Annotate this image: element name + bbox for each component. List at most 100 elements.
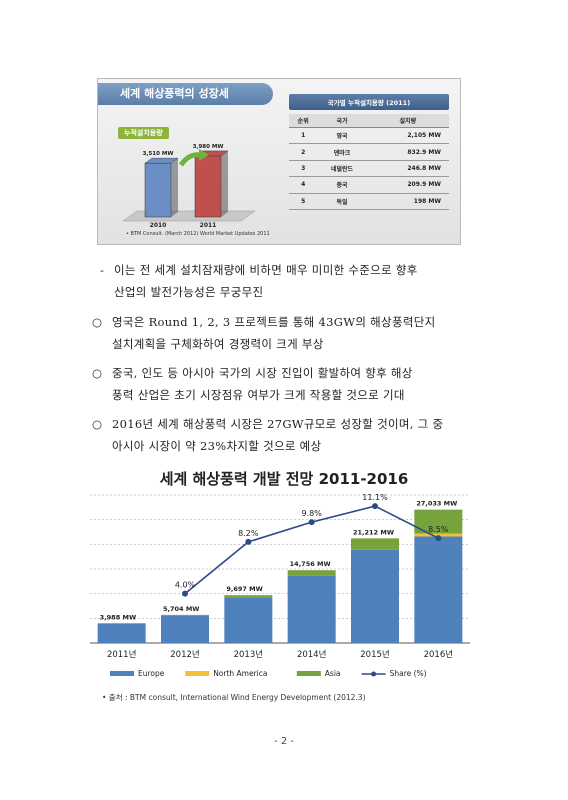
table-header-rank: 순위 — [289, 114, 318, 128]
share-label: 8.2% — [238, 529, 259, 538]
dash-line-1: 이는 전 세계 설치잠재량에 비하면 매우 미미한 수준으로 향후 — [114, 263, 418, 277]
rank-cell: 2 — [289, 143, 318, 161]
share-point — [308, 519, 315, 526]
legend-label: North America — [213, 669, 267, 678]
bar-europe — [287, 575, 336, 643]
paragraph-line: 영국은 Round 1, 2, 3 프로젝트를 통해 43GW의 해상풍력단지 — [112, 315, 436, 329]
capacity-year-label: 2010 — [150, 222, 167, 229]
country-cell: 중국 — [317, 176, 367, 194]
share-point — [372, 503, 378, 510]
country-cell: 독일 — [317, 193, 367, 210]
capacity-bar-side — [171, 158, 178, 217]
cumulative-capacity-label: 누적설치용량 — [118, 127, 169, 139]
share-label: 8.5% — [428, 525, 449, 534]
rank-cell: 5 — [289, 193, 318, 210]
share-label: 11.1% — [362, 493, 388, 502]
bar-europe — [161, 615, 209, 643]
capacity-cell: 209.9 MW — [366, 176, 449, 194]
x-tick-label: 2011년 — [107, 649, 136, 660]
paragraph-line: 설치계획을 구체화하여 경쟁력이 크게 부상 — [112, 337, 324, 351]
capacity-value-label: 3,980 MW — [193, 144, 224, 150]
capacity-bar — [194, 155, 222, 218]
bar-europe — [351, 549, 399, 643]
bullet-paragraph-2016: ○ 2016년 세계 해상풍력 시장은 27GW규모로 성장할 것이며, 그 중… — [92, 413, 495, 457]
rank-cell: 1 — [289, 127, 318, 145]
share-point — [182, 590, 188, 597]
growth-arrow-head-icon — [199, 149, 209, 161]
bar-asia — [414, 509, 463, 534]
country-cell: 덴마크 — [317, 143, 367, 161]
bar-europe — [97, 623, 146, 643]
bullet-paragraph-asia: ○ 중국, 인도 등 아시아 국가의 시장 진입이 활발하여 향후 해상 풍력 … — [92, 362, 495, 406]
source-note: • 출처 : BTM consult, International Wind E… — [102, 693, 366, 702]
paragraph-line: 풍력 산업은 초기 시장점유 여부가 크게 작용할 것으로 기대 — [112, 388, 405, 402]
table-row: 1 영국 2,105 MW — [289, 127, 449, 145]
share-label: 9.8% — [302, 509, 323, 518]
bar-asia — [287, 570, 336, 576]
circle-bullet-icon: ○ — [92, 417, 103, 431]
country-capacity-table: 국가별 누적설치용량 (2011) 순위 국가 설치량 1 영국 2,105 MW … — [289, 94, 449, 210]
bar-asia — [351, 538, 399, 550]
share-point — [245, 538, 252, 545]
dash-marker: - — [100, 263, 105, 277]
circle-bullet-icon: ○ — [92, 315, 103, 329]
table-header-capacity: 설치량 — [366, 114, 449, 128]
bar-asia — [224, 595, 273, 598]
capacity-value-label: 3,510 MW — [143, 151, 174, 157]
capacity-year-label: 2011 — [200, 222, 217, 229]
legend-marker — [371, 671, 377, 677]
chart-floor — [123, 210, 256, 222]
bar-europe — [224, 597, 273, 643]
bullet-paragraph-uk: ○ 영국은 Round 1, 2, 3 프로젝트를 통해 43GW의 해상풍력단… — [92, 311, 495, 355]
x-tick-label: 2016년 — [424, 649, 453, 660]
x-tick-label: 2015년 — [360, 649, 389, 660]
capacity-cell: 2,105 MW — [366, 127, 449, 145]
page-number: - 2 - — [274, 736, 294, 747]
circle-bullet-icon: ○ — [92, 366, 103, 380]
x-tick-label: 2013년 — [234, 649, 263, 660]
bar-total-label: 3,988 MW — [100, 613, 136, 621]
x-tick-label: 2014년 — [297, 649, 326, 660]
rank-cell: 3 — [289, 160, 318, 178]
bar-total-label: 14,756 MW — [290, 560, 331, 568]
table-row: 4 중국 209.9 MW — [289, 176, 449, 194]
paragraph-line: 중국, 인도 등 아시아 국가의 시장 진입이 활발하여 향후 해상 — [112, 366, 413, 380]
bar-north-america — [414, 533, 463, 537]
bar-total-label: 9,697 MW — [226, 585, 262, 593]
dash-paragraph: - 이는 전 세계 설치잠재량에 비하면 매우 미미한 수준으로 향후 산업의 … — [100, 259, 495, 303]
table-row: 5 독일 198 MW — [289, 193, 449, 210]
table-row: 3 네덜란드 246.8 MW — [289, 160, 449, 178]
dash-line-2: 산업의 발전가능성은 무궁무진 — [114, 285, 264, 299]
country-table-title: 국가별 누적설치용량 (2011) — [289, 94, 449, 110]
legend-label: Asia — [325, 669, 341, 678]
chart-title: 세계 해상풍력 개발 전망 2011-2016 — [159, 470, 409, 488]
bar-total-label: 21,212 MW — [353, 528, 394, 536]
legend-swatch — [110, 671, 134, 676]
capacity-cell: 198 MW — [366, 193, 449, 210]
country-cell: 영국 — [317, 127, 367, 145]
x-tick-label: 2012년 — [170, 649, 199, 660]
legend-label: Europe — [138, 669, 165, 678]
legend-label: Share (%) — [390, 669, 427, 678]
table-header-country: 국가 — [317, 114, 367, 128]
table-row: 2 덴마크 832.9 MW — [289, 143, 449, 161]
offshore-wind-outlook-chart: 3,988 MW 2011년 5,704 MW 2012년 9,697 MW 2013년 1… — [90, 493, 470, 678]
bar-total-label: 5,704 MW — [163, 605, 199, 613]
bar-europe — [414, 536, 463, 643]
growth-figure: 세계 해상풍력의 성장세 누적설치용량 3,510 MW 2010 3,980 MW… — [97, 78, 461, 245]
legend-swatch — [185, 671, 210, 676]
paragraph-line: 2016년 세계 해상풍력 시장은 27GW규모로 성장할 것이며, 그 중 — [112, 417, 444, 431]
share-point — [435, 535, 442, 542]
rank-cell: 4 — [289, 176, 318, 194]
capacity-bar-top — [144, 157, 179, 164]
growth-figure-footnote: • BTM Consult. (March 2012) World Market… — [126, 231, 270, 237]
share-label: 4.0% — [175, 581, 196, 590]
cumulative-capacity-chart: 3,510 MW 2010 3,980 MW 2011 — [123, 144, 256, 229]
growth-figure-title: 세계 해상풍력의 성장세 — [98, 83, 273, 105]
bar-total-label: 27,033 MW — [416, 500, 457, 508]
capacity-bar — [144, 162, 172, 218]
country-cell: 네덜란드 — [317, 160, 367, 178]
capacity-cell: 832.9 MW — [366, 143, 449, 161]
capacity-cell: 246.8 MW — [366, 160, 449, 178]
legend-swatch — [296, 671, 321, 676]
